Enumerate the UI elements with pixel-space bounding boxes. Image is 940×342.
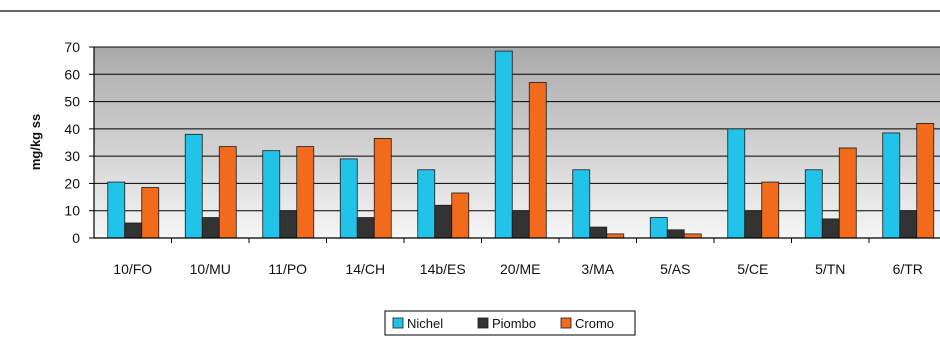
bar-nichel-5/CE bbox=[727, 128, 746, 239]
bar-nichel-5/AS bbox=[649, 217, 668, 239]
bar-cromo-10/FO bbox=[141, 187, 160, 239]
bar-nichel-20/ME bbox=[494, 50, 513, 239]
bar-cromo-20/ME bbox=[528, 82, 547, 239]
y-tick-label: 20 bbox=[64, 175, 80, 191]
bar-cromo-5/CE bbox=[761, 181, 780, 239]
bar-cromo-6/TR bbox=[916, 123, 935, 239]
bar-cromo-14/CH bbox=[373, 138, 392, 239]
bar-cromo-5/TN bbox=[838, 147, 857, 239]
legend-swatch-piombo bbox=[477, 317, 489, 329]
y-tick-label: 30 bbox=[64, 148, 80, 164]
bar-nichel-10/FO bbox=[107, 181, 126, 239]
y-tick-label: 0 bbox=[72, 230, 80, 246]
bar-cromo-11/PO bbox=[296, 146, 315, 239]
bar-nichel-14b/ES bbox=[417, 169, 436, 239]
x-tick-label: 11/PO bbox=[268, 261, 307, 277]
bar-nichel-6/TR bbox=[882, 132, 901, 239]
bar-piombo-10/MU bbox=[201, 217, 220, 239]
x-axis-ticks: 10/FO 10/MU 11/PO 14/CH 14b/ES 20/ME 3/MA 5/AS 5… bbox=[113, 238, 923, 277]
y-axis-ticks: 0 10 20 30 40 50 60 70 bbox=[64, 39, 94, 246]
legend: Nichel Piombo Cromo bbox=[384, 310, 636, 336]
bar-piombo-6/TR bbox=[899, 210, 918, 239]
bar-nichel-3/MA bbox=[572, 169, 591, 239]
x-tick-label: 3/MA bbox=[581, 261, 614, 277]
bar-piombo-11/PO bbox=[279, 210, 298, 239]
bar-cromo-5/AS bbox=[683, 233, 702, 239]
x-tick-label: 14/CH bbox=[345, 261, 385, 277]
x-tick-label: 10/MU bbox=[190, 261, 231, 277]
x-tick-label: 5/TN bbox=[815, 261, 845, 277]
bar-cromo-3/MA bbox=[606, 233, 625, 239]
x-tick-label: 14b/ES bbox=[420, 261, 466, 277]
y-tick-label: 40 bbox=[64, 121, 80, 137]
legend-label-nichel: Nichel bbox=[407, 316, 443, 331]
bar-piombo-20/ME bbox=[511, 210, 530, 239]
x-tick-label: 6/TR bbox=[893, 261, 923, 277]
x-tick-label: 20/ME bbox=[500, 261, 540, 277]
y-tick-label: 70 bbox=[64, 39, 80, 55]
y-axis-label: mg/kg ss bbox=[28, 114, 43, 170]
legend-box bbox=[384, 310, 636, 336]
x-tick-label: 5/AS bbox=[660, 261, 690, 277]
bar-piombo-5/CE bbox=[744, 210, 763, 239]
bar-nichel-11/PO bbox=[262, 150, 281, 239]
bar-piombo-3/MA bbox=[589, 226, 608, 239]
bar-cromo-14b/ES bbox=[451, 192, 470, 239]
axes bbox=[93, 47, 940, 239]
bar-nichel-10/MU bbox=[184, 133, 203, 239]
bar-piombo-10/FO bbox=[124, 222, 143, 239]
bar-piombo-5/TN bbox=[821, 218, 840, 239]
y-tick-label: 10 bbox=[64, 203, 80, 219]
bar-nichel-14/CH bbox=[339, 158, 358, 239]
y-tick-label: 50 bbox=[64, 94, 80, 110]
legend-label-piombo: Piombo bbox=[492, 316, 536, 331]
legend-swatch-nichel bbox=[392, 317, 404, 329]
legend-swatch-cromo bbox=[560, 317, 572, 329]
bar-piombo-14b/ES bbox=[434, 204, 453, 239]
bar-piombo-5/AS bbox=[666, 229, 685, 239]
legend-label-cromo: Cromo bbox=[575, 316, 614, 331]
y-tick-label: 60 bbox=[64, 66, 80, 82]
x-tick-label: 5/CE bbox=[737, 261, 768, 277]
bar-piombo-14/CH bbox=[356, 217, 375, 239]
bar-nichel-5/TN bbox=[804, 169, 823, 239]
x-tick-label: 10/FO bbox=[113, 261, 152, 277]
bar-cromo-10/MU bbox=[218, 146, 237, 239]
